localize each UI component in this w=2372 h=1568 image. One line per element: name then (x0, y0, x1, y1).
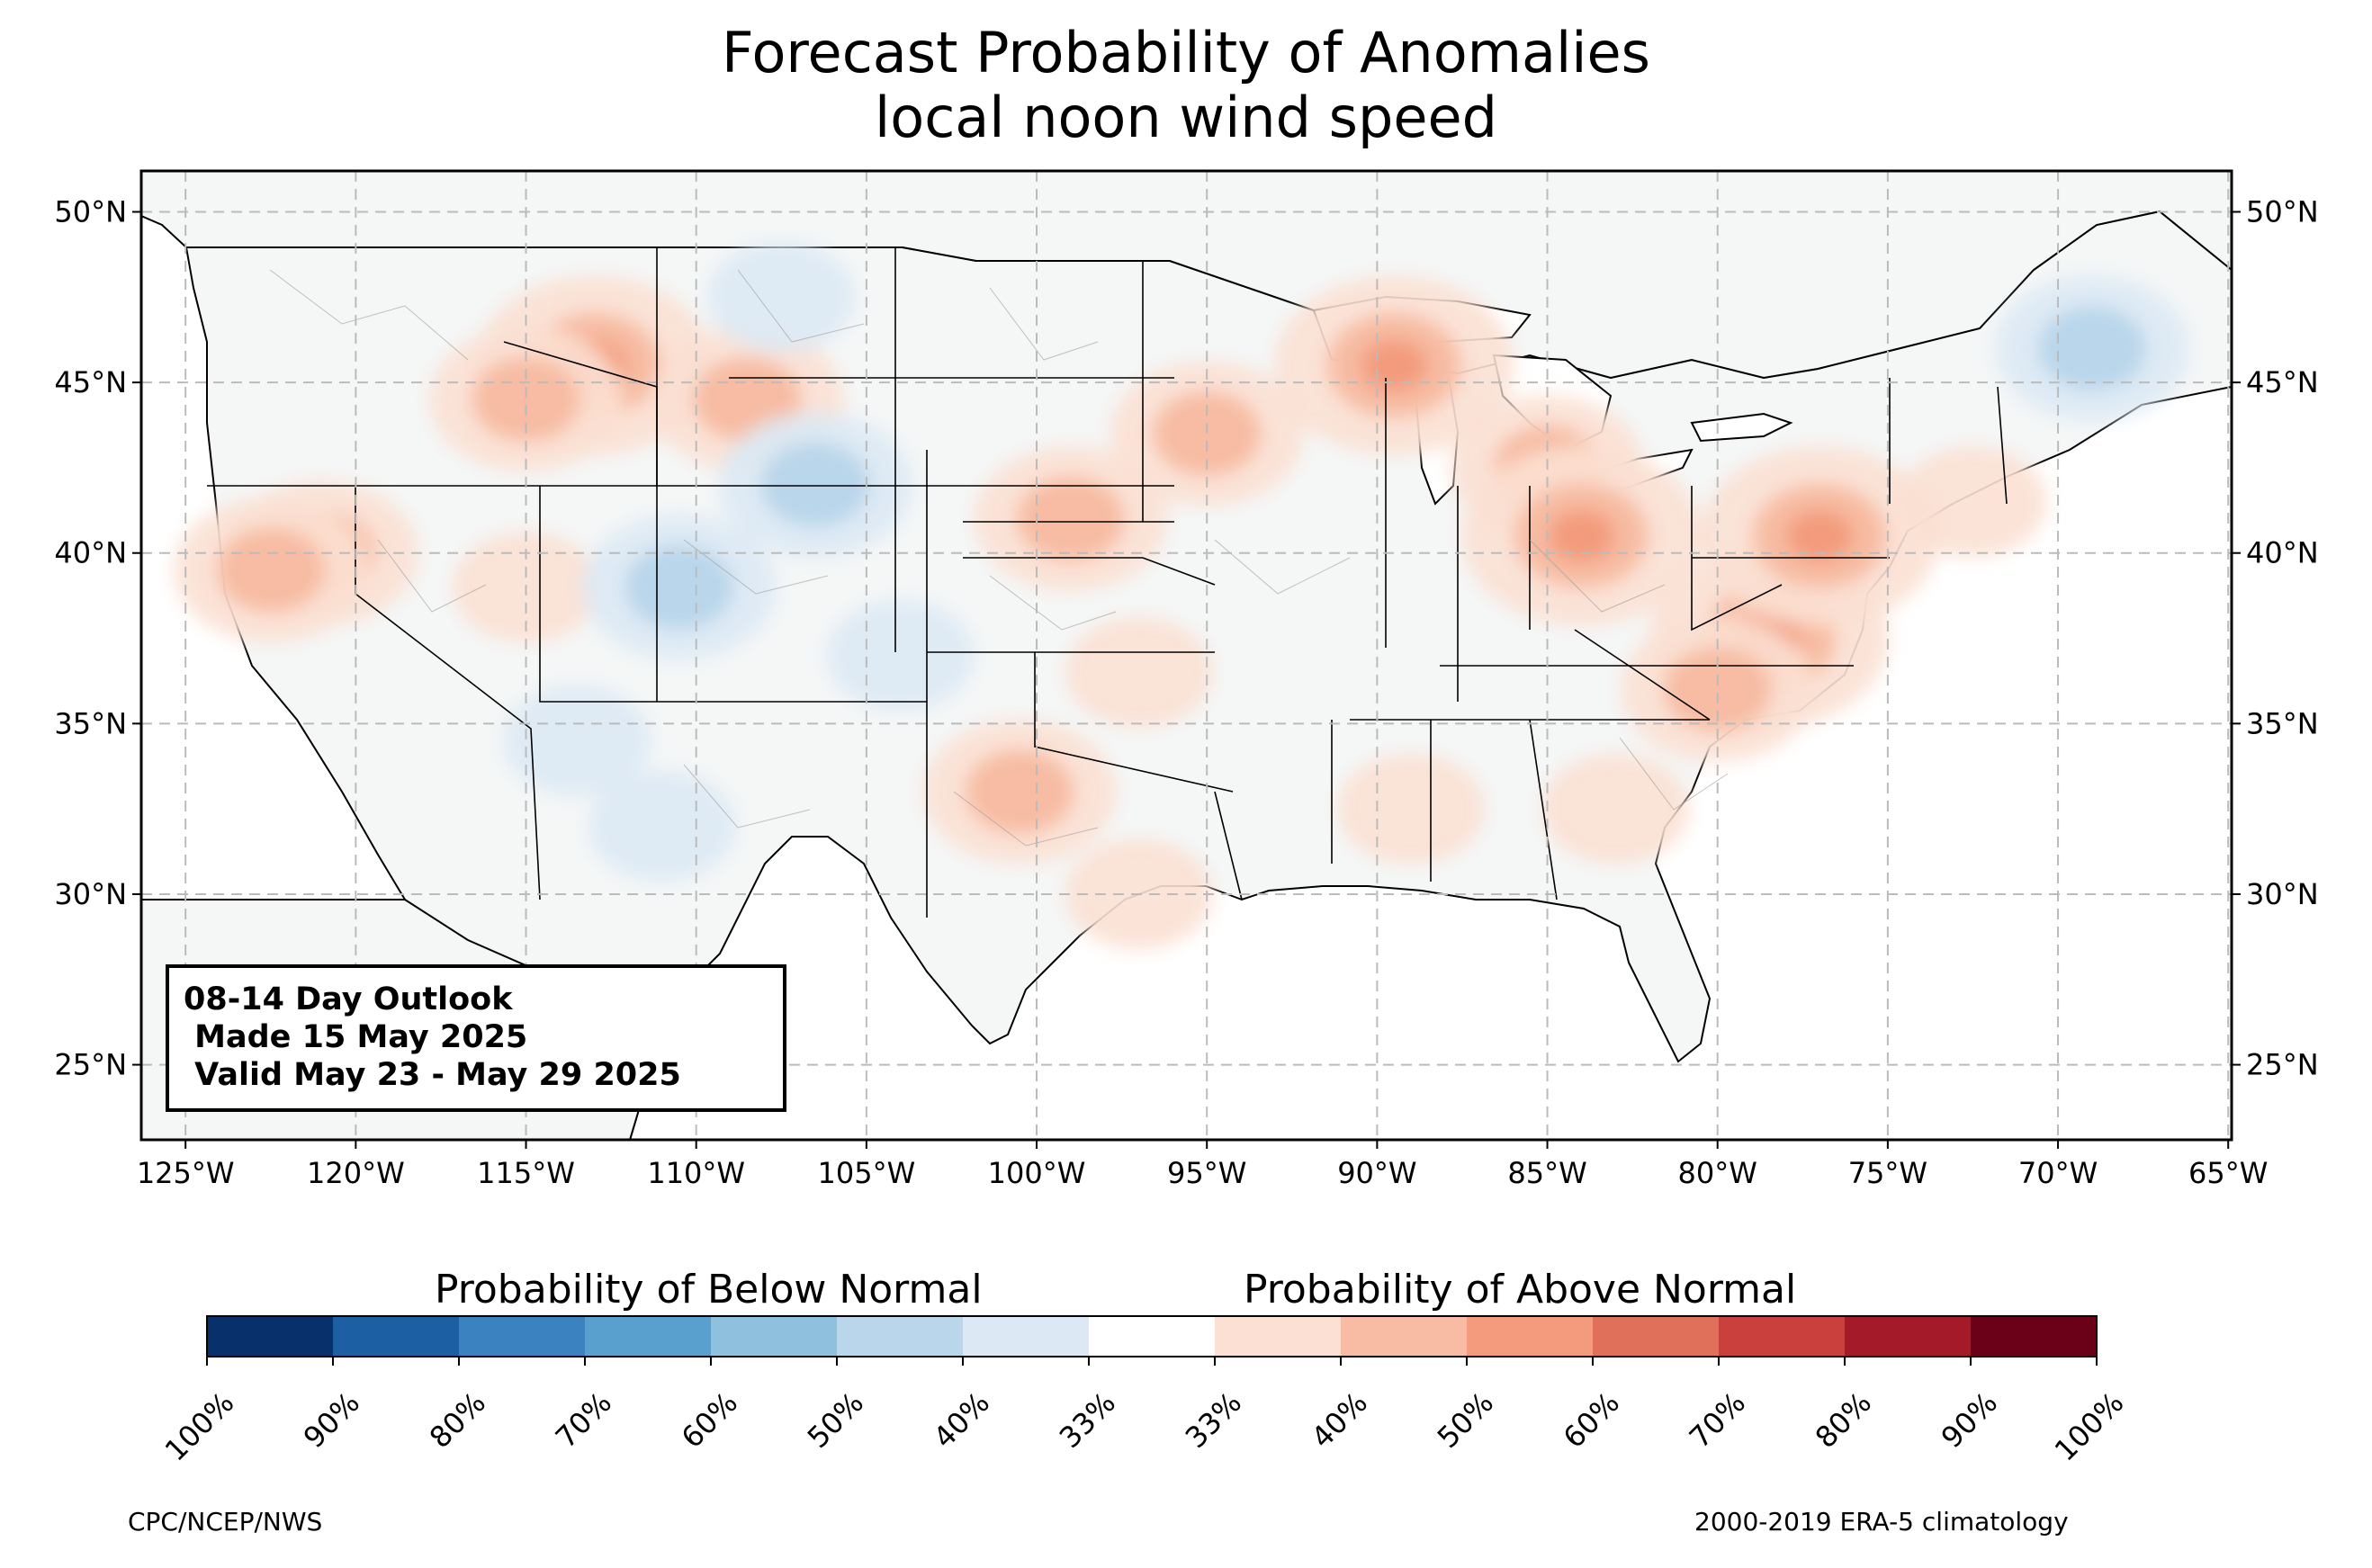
lon-tick-label: 100°W (988, 1156, 1086, 1190)
lat-tick-label-left: 40°N (54, 536, 127, 570)
outlook-info-box: 08-14 Day Outlook Made 15 May 2025 Valid… (166, 964, 786, 1112)
longitude-ticks: 125°W 120°W 115°W 110°W 105°W 100°W 95°W 90°W 85… (137, 1140, 2268, 1190)
colorbar-segment (207, 1316, 334, 1357)
anomaly-mid-above (1152, 390, 1262, 477)
lon-tick-label: 80°W (1678, 1156, 1757, 1190)
lat-tick-label-left: 50°N (54, 195, 127, 229)
anomaly-mid-above (1663, 647, 1773, 732)
state-boundaries (207, 247, 2008, 918)
anomaly-core-above (1360, 339, 1428, 392)
lake-ontario (1690, 412, 1793, 443)
lat-tick-label-right: 30°N (2246, 877, 2319, 911)
lon-tick-label: 110°W (647, 1156, 745, 1190)
colorbar-segment (333, 1316, 460, 1357)
anomaly-outer-below (503, 685, 651, 796)
map-frame (139, 169, 2233, 1142)
anomaly-mid-below (624, 544, 734, 630)
anomaly-mid-above (472, 357, 581, 443)
outlook-valid-range: Valid May 23 - May 29 2025 (184, 1057, 681, 1093)
lat-tick-label-right: 25°N (2246, 1048, 2319, 1082)
outlook-period: 08-14 Day Outlook (184, 981, 513, 1017)
anomaly-outer-above (1337, 753, 1486, 865)
colorbar-segment (1593, 1316, 1720, 1357)
lat-tick-label-left: 30°N (54, 877, 127, 911)
anomaly-outer-below (707, 241, 856, 353)
anomaly-outer-below (826, 600, 975, 711)
lat-tick-label-right: 45°N (2246, 365, 2319, 399)
anomaly-outer-above (1065, 617, 1213, 728)
colorbar-segment (1215, 1316, 1342, 1357)
land-canada (141, 171, 2232, 380)
lon-tick-label: 70°W (2018, 1156, 2098, 1190)
outlook-made-date: Made 15 May 2025 (184, 1019, 528, 1055)
colorbar (206, 1315, 2098, 1366)
anomaly-shading (174, 241, 2189, 950)
lon-tick-label: 120°W (307, 1156, 405, 1190)
anomaly-outer-above (1541, 753, 1690, 865)
colorbar-above-label: Probability of Above Normal (1244, 1267, 1797, 1313)
colorbar-segment (1341, 1316, 1468, 1357)
colorbar-segment (1467, 1316, 1594, 1357)
colorbar-outline (206, 1315, 2098, 1357)
anomaly-mid-above (216, 527, 326, 613)
lon-tick-label: 125°W (137, 1156, 235, 1190)
anomaly-outer-below (588, 770, 736, 882)
colorbar-segment (459, 1316, 586, 1357)
colorbar-segment (1971, 1316, 2098, 1357)
anomaly-core-above (1547, 509, 1615, 562)
colorbar-segment (585, 1316, 712, 1357)
anomaly-outer-above (1899, 446, 2047, 558)
lat-tick-label-right: 35°N (2246, 706, 2319, 740)
colorbar-segment (837, 1316, 964, 1357)
map-title-line1: Forecast Probability of Anomalies (722, 20, 1650, 85)
anomaly-mid-below (760, 442, 870, 527)
lat-tick-label-left: 35°N (54, 706, 127, 740)
lon-tick-label: 85°W (1507, 1156, 1586, 1190)
colorbar-segment (1719, 1316, 1846, 1357)
colorbar-below-label: Probability of Below Normal (435, 1267, 983, 1313)
lat-tick-label-left: 45°N (54, 365, 127, 399)
footer-source: CPC/NCEP/NWS (128, 1507, 323, 1537)
colorbar-segment (963, 1316, 1090, 1357)
map-title-line2: local noon wind speed (875, 85, 1497, 150)
lon-tick-label: 95°W (1167, 1156, 1246, 1190)
lon-tick-label: 105°W (818, 1156, 916, 1190)
anomaly-mid-above (1016, 476, 1126, 561)
lat-tick-label-right: 50°N (2246, 195, 2319, 229)
county-boundaries (269, 269, 1729, 847)
lat-tick-label-right: 40°N (2246, 536, 2319, 570)
lon-tick-label: 90°W (1337, 1156, 1416, 1190)
anomaly-mid-above (965, 749, 1074, 835)
lat-tick-label-left: 25°N (54, 1048, 127, 1082)
latitude-ticks-right: 50°N 45°N 40°N 35°N 30°N 25°N (2232, 195, 2319, 1082)
lon-tick-label: 75°W (1848, 1156, 1927, 1190)
anomaly-core-above (1785, 509, 1854, 562)
colorbar-segment (1845, 1316, 1972, 1357)
latitude-ticks-left: 50°N 45°N 40°N 35°N 30°N 25°N (54, 195, 141, 1082)
lon-tick-label: 65°W (2188, 1156, 2268, 1190)
footer-climatology: 2000-2019 ERA-5 climatology (1694, 1507, 2069, 1537)
anomaly-mid-below (2037, 306, 2147, 391)
lon-tick-label: 115°W (477, 1156, 575, 1190)
colorbar-segment (711, 1316, 838, 1357)
colorbar-segment (1089, 1316, 1216, 1357)
